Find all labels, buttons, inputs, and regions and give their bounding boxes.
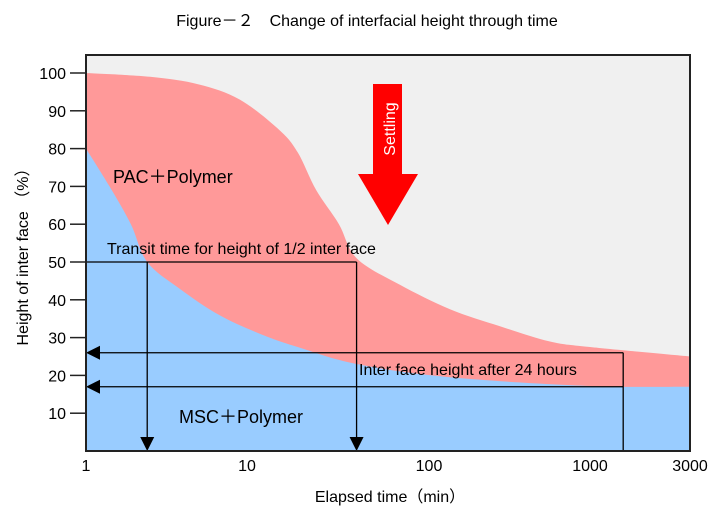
y-axis-label: Height of inter face （%） bbox=[14, 161, 32, 346]
y-tick-label: 30 bbox=[48, 331, 66, 348]
series-label-pac: PAC＋Polymer bbox=[113, 167, 233, 187]
x-tick-label: 10 bbox=[238, 458, 256, 475]
down-arrowhead bbox=[349, 437, 364, 451]
series-label-msc: MSC＋Polymer bbox=[179, 407, 303, 427]
down-arrowhead bbox=[140, 437, 155, 451]
y-tick-label: 10 bbox=[48, 406, 66, 423]
y-tick-label: 100 bbox=[39, 66, 66, 83]
y-tick-label: 90 bbox=[48, 104, 66, 121]
left-arrowhead bbox=[86, 345, 100, 360]
plot-frame bbox=[85, 54, 691, 452]
settling-arrow-shape bbox=[358, 84, 418, 225]
settling-label: Settling bbox=[382, 102, 399, 155]
x-axis-label: Elapsed time（min） bbox=[315, 488, 465, 506]
y-tick-label: 60 bbox=[48, 217, 66, 234]
after-24h-label: Inter face height after 24 hours bbox=[359, 362, 577, 379]
y-tick-label: 20 bbox=[48, 368, 66, 385]
y-tick-label: 50 bbox=[48, 255, 66, 272]
y-tick-label: 40 bbox=[48, 293, 66, 310]
x-tick-label: 3000 bbox=[672, 458, 708, 475]
settling-arrow: Settling bbox=[358, 84, 418, 225]
y-tick-label: 80 bbox=[48, 142, 66, 159]
series-area-1 bbox=[86, 148, 690, 451]
x-tick-label: 100 bbox=[416, 458, 443, 475]
half-height-label: Transit time for height of 1/2 inter fac… bbox=[107, 241, 376, 258]
y-tick-label: 70 bbox=[48, 179, 66, 196]
x-tick-label: 1000 bbox=[572, 458, 608, 475]
chart-title: Figure－２ Change of interfacial height th… bbox=[176, 13, 558, 30]
x-tick-label: 1 bbox=[82, 458, 91, 475]
left-arrowhead bbox=[86, 379, 100, 394]
